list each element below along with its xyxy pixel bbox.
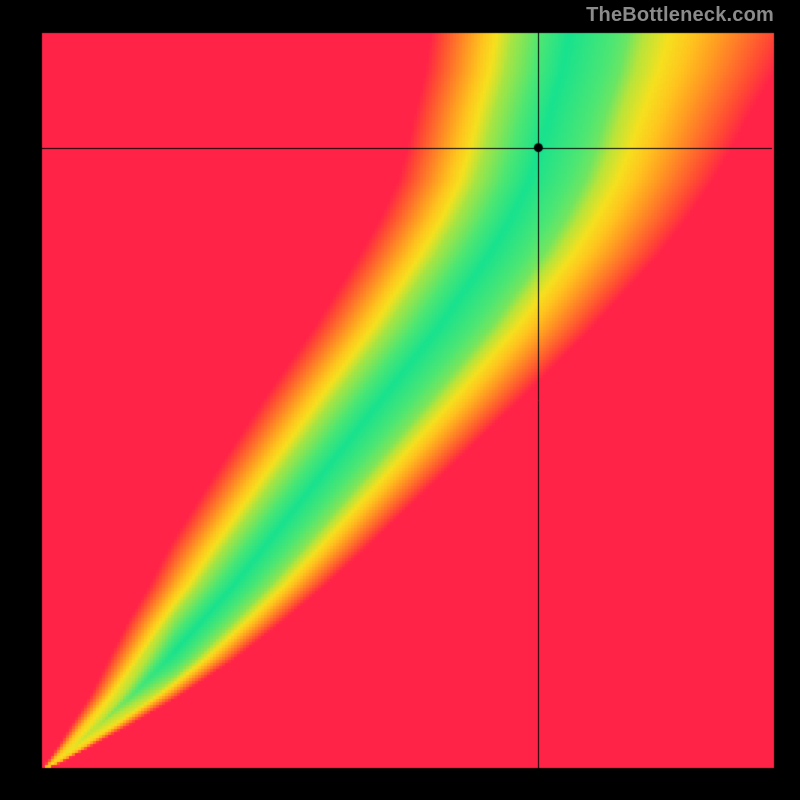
watermark-text: TheBottleneck.com [586,4,774,27]
chart-container: TheBottleneck.com [0,0,800,800]
heatmap-canvas [0,0,800,800]
